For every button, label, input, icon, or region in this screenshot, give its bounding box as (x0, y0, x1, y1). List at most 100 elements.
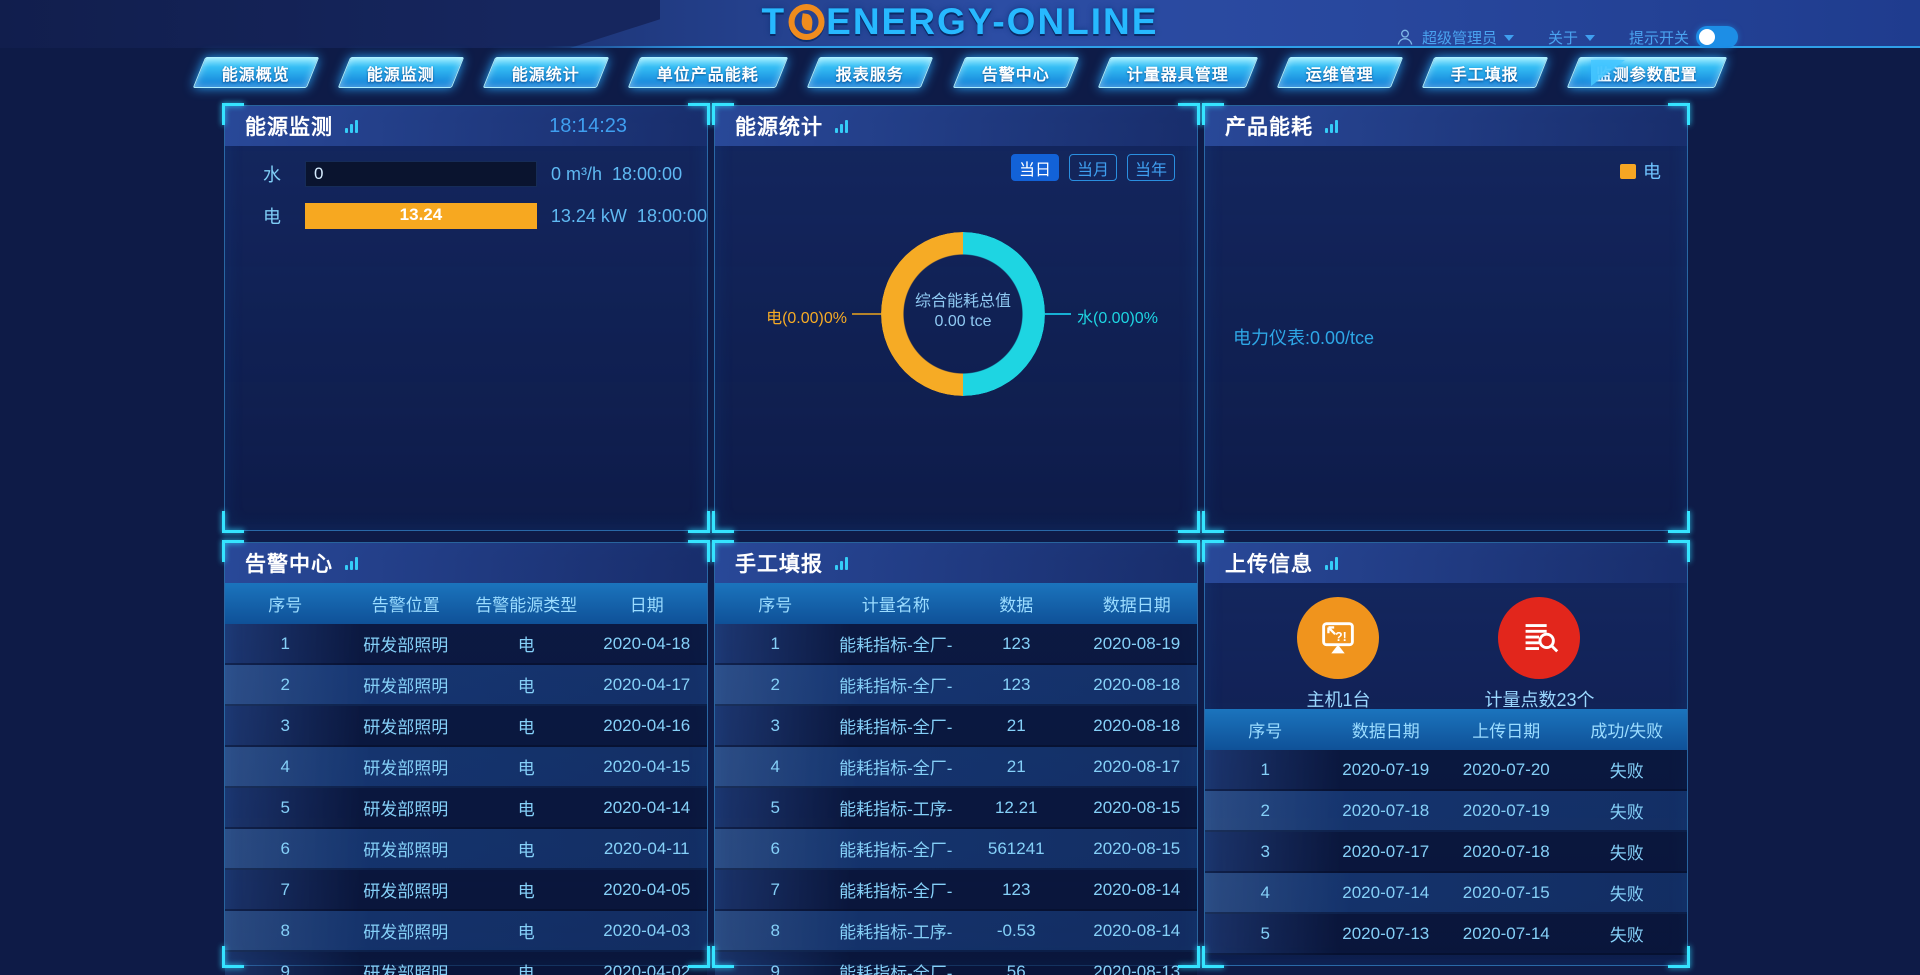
panel-title: 产品能耗 (1225, 116, 1313, 139)
cell-upload-date: 2020-07-14 (1462, 923, 1550, 943)
upload-table-header: 序号 数据日期 上传日期 成功/失败 (1205, 709, 1687, 750)
table-row[interactable]: 8 研发部照明 电 2020-04-03 (225, 911, 707, 952)
water-meter-row: 水 0 0 m³/h 18:00:00 (263, 161, 707, 187)
panel-header: 产品能耗 (1205, 106, 1687, 146)
water-bar-value: 0 (314, 164, 324, 183)
nav-tab[interactable]: 能源概览 (193, 57, 320, 88)
table-row[interactable]: 7 能耗指标-全厂- 123 2020-08-14 (715, 870, 1197, 911)
signal-bars-icon (345, 119, 358, 133)
column-header: 数据日期 (1102, 596, 1171, 615)
donut-center-title: 综合能耗总值 (914, 293, 1011, 310)
cell-energy-type: 电 (517, 677, 535, 696)
user-icon (1397, 29, 1413, 45)
svg-text:?!: ?! (1335, 630, 1347, 644)
cell-meter-name: 能耗指标-工序- (839, 923, 953, 942)
column-header: 上传日期 (1472, 722, 1541, 741)
table-row[interactable]: 6 研发部照明 电 2020-04-11 (225, 829, 707, 870)
nav-tail-decoration (1591, 60, 1625, 86)
logo-flame-at-icon (788, 4, 825, 40)
cell-data-date: 2020-08-18 (1093, 715, 1181, 735)
cell-index: 4 (280, 756, 290, 776)
table-row[interactable]: 8 能耗指标-工序- -0.53 2020-08-14 (715, 911, 1197, 952)
cell-data-date: 2020-08-14 (1093, 879, 1181, 899)
table-row[interactable]: 7 研发部照明 电 2020-04-05 (225, 870, 707, 911)
water-bar: 0 (305, 161, 537, 187)
cell-alarm-location: 研发部照明 (363, 759, 449, 778)
cell-energy-type: 电 (517, 882, 535, 901)
cell-meter-name: 能耗指标-全厂- (839, 882, 953, 901)
table-row[interactable]: 1 能耗指标-全厂- 123 2020-08-19 (715, 624, 1197, 665)
panel-upload-info: 上传信息 ?! 主机1台 (1202, 540, 1690, 968)
cell-index: 4 (770, 756, 780, 776)
cell-alarm-location: 研发部照明 (363, 677, 449, 696)
table-row[interactable]: 4 能耗指标-全厂- 21 2020-08-17 (715, 747, 1197, 788)
cell-data-value: -0.53 (996, 920, 1036, 940)
column-header: 数据日期 (1351, 722, 1420, 741)
nav-tab[interactable]: 能源统计 (483, 57, 610, 88)
table-row[interactable]: 4 2020-07-14 2020-07-15 失败 (1205, 873, 1687, 914)
table-row[interactable]: 1 研发部照明 电 2020-04-18 (225, 624, 707, 665)
table-row[interactable]: 5 研发部照明 电 2020-04-14 (225, 788, 707, 829)
table-row[interactable]: 3 2020-07-17 2020-07-18 失败 (1205, 832, 1687, 873)
column-header: 成功/失败 (1590, 722, 1664, 741)
table-row[interactable]: 6 能耗指标-全厂- 561241 2020-08-15 (715, 829, 1197, 870)
range-tab[interactable]: 当日 (1010, 154, 1059, 181)
table-row[interactable]: 9 研发部照明 电 2020-04-02 (225, 952, 707, 975)
column-header: 日期 (629, 596, 664, 615)
nav-tab[interactable]: 报表服务 (807, 57, 934, 88)
nav-tab[interactable]: 运维管理 (1276, 57, 1403, 88)
cell-data-date: 2020-07-19 (1342, 759, 1430, 779)
cell-index: 2 (280, 674, 290, 694)
tip-toggle-switch[interactable] (1696, 26, 1738, 48)
cell-data-date: 2020-08-13 (1093, 961, 1181, 975)
alarm-table-header: 序号 告警位置 告警能源类型 日期 (225, 583, 707, 624)
alarm-table-body: 1 研发部照明 电 2020-04-18 2 研发部照明 电 2020-04-1… (225, 624, 707, 975)
cell-alarm-location: 研发部照明 (363, 636, 449, 655)
cell-index: 5 (770, 797, 780, 817)
table-row[interactable]: 1 2020-07-19 2020-07-20 失败 (1205, 750, 1687, 791)
cell-date: 2020-04-16 (603, 715, 691, 735)
table-row[interactable]: 3 能耗指标-全厂- 21 2020-08-18 (715, 706, 1197, 747)
signal-bars-icon (1325, 556, 1338, 570)
cell-alarm-location: 研发部照明 (363, 964, 449, 975)
cell-index: 9 (770, 961, 780, 975)
panel-header: 能源监测 18:14:23 (225, 106, 707, 146)
main-nav: 能源概览 能源监测 能源统计 单位产品能耗 报表服务 告警中心 计量器具管理 运… (0, 57, 1920, 88)
cell-date: 2020-04-18 (603, 633, 691, 653)
water-slice-label: 水(0.00)0% (1077, 310, 1158, 327)
cell-data-value: 123 (1002, 674, 1031, 694)
table-row[interactable]: 5 能耗指标-工序- 12.21 2020-08-15 (715, 788, 1197, 829)
cell-data-date: 2020-07-18 (1342, 800, 1430, 820)
about-menu[interactable]: 关于 (1548, 27, 1595, 48)
cell-alarm-location: 研发部照明 (363, 841, 449, 860)
host-monitor-icon: ?! (1297, 597, 1380, 679)
cell-energy-type: 电 (517, 636, 535, 655)
cell-meter-name: 能耗指标-全厂- (839, 718, 953, 737)
range-tab[interactable]: 当年 (1126, 154, 1175, 181)
cell-date: 2020-04-14 (603, 797, 691, 817)
cell-data-value: 123 (1002, 633, 1031, 653)
nav-tab[interactable]: 计量器具管理 (1097, 57, 1258, 88)
range-tab[interactable]: 当月 (1068, 154, 1117, 181)
nav-tab[interactable]: 告警中心 (952, 57, 1079, 88)
nav-tab[interactable]: 单位产品能耗 (628, 57, 789, 88)
table-row[interactable]: 2 研发部照明 电 2020-04-17 (225, 665, 707, 706)
user-menu[interactable]: 超级管理员 (1395, 27, 1514, 48)
nav-tab[interactable]: 能源监测 (338, 57, 465, 88)
table-row[interactable]: 9 能耗指标-全厂- 56 2020-08-13 (715, 952, 1197, 975)
cell-upload-date: 2020-07-19 (1462, 800, 1550, 820)
table-row[interactable]: 5 2020-07-13 2020-07-14 失败 (1205, 914, 1687, 955)
table-row[interactable]: 2 能耗指标-全厂- 123 2020-08-18 (715, 665, 1197, 706)
table-row[interactable]: 2 2020-07-18 2020-07-19 失败 (1205, 791, 1687, 832)
cell-upload-date: 2020-07-15 (1462, 882, 1550, 902)
dashboard-grid: 能源监测 18:14:23 水 0 0 m³/h 18:00:00 电 13.2… (222, 103, 1690, 975)
cell-index: 1 (770, 633, 780, 653)
nav-tab[interactable]: 手工填报 (1421, 57, 1548, 88)
column-header: 序号 (268, 596, 303, 615)
panel-title: 手工填报 (735, 553, 823, 576)
cell-data-date: 2020-08-14 (1093, 920, 1181, 940)
cell-index: 3 (1260, 841, 1270, 861)
cell-upload-date: 2020-07-20 (1462, 759, 1550, 779)
table-row[interactable]: 4 研发部照明 电 2020-04-15 (225, 747, 707, 788)
table-row[interactable]: 3 研发部照明 电 2020-04-16 (225, 706, 707, 747)
